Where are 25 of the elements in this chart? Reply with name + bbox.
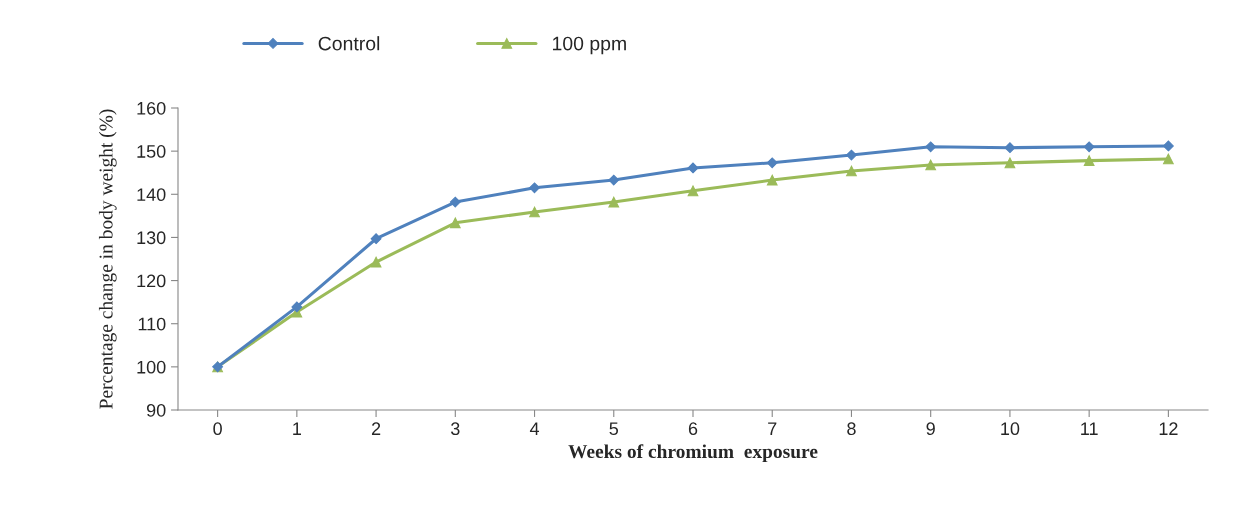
y-tick-label: 160 — [137, 101, 166, 115]
x-tick-label: 5 — [609, 422, 619, 436]
y-tick-label: 130 — [137, 231, 166, 245]
x-tick-label: 7 — [768, 422, 777, 435]
x-tick-label: 11 — [1081, 422, 1098, 435]
x-tick-label: 0 — [213, 422, 222, 436]
x-tick-label: 12 — [1159, 422, 1178, 435]
y-tick-label: 100 — [137, 360, 166, 374]
y-axis-title: Percentage change in body weight (%) — [98, 109, 117, 409]
x-axis-title: Weeks of chromium exposure — [568, 444, 818, 463]
y-tick-label: 140 — [137, 188, 166, 202]
x-tick-label: 8 — [847, 422, 856, 436]
x-tick-label: 2 — [371, 422, 381, 435]
legend-label: 100 ppm — [552, 36, 626, 55]
y-tick-label: 150 — [137, 145, 166, 158]
x-tick-label: 6 — [688, 422, 698, 436]
y-tick-label: 90 — [146, 403, 166, 417]
legend-label: Control — [318, 36, 380, 51]
x-tick-label: 10 — [1001, 422, 1020, 436]
x-tick-label: 1 — [293, 422, 301, 435]
y-tick-label: 110 — [138, 317, 166, 331]
x-tick-label: 9 — [926, 422, 935, 436]
y-tick-label: 120 — [137, 274, 166, 288]
x-tick-label: 4 — [529, 422, 540, 435]
x-tick-label: 3 — [450, 422, 460, 436]
